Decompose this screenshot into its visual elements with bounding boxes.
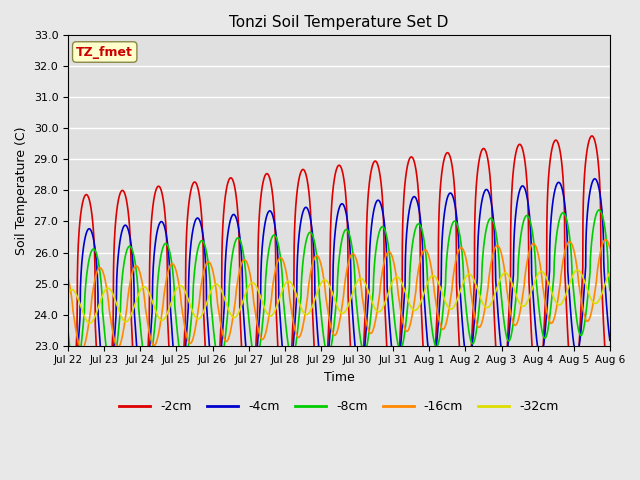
Text: TZ_fmet: TZ_fmet — [76, 46, 133, 59]
Legend: -2cm, -4cm, -8cm, -16cm, -32cm: -2cm, -4cm, -8cm, -16cm, -32cm — [114, 396, 564, 418]
X-axis label: Time: Time — [324, 371, 355, 384]
Y-axis label: Soil Temperature (C): Soil Temperature (C) — [15, 126, 28, 255]
Title: Tonzi Soil Temperature Set D: Tonzi Soil Temperature Set D — [229, 15, 449, 30]
